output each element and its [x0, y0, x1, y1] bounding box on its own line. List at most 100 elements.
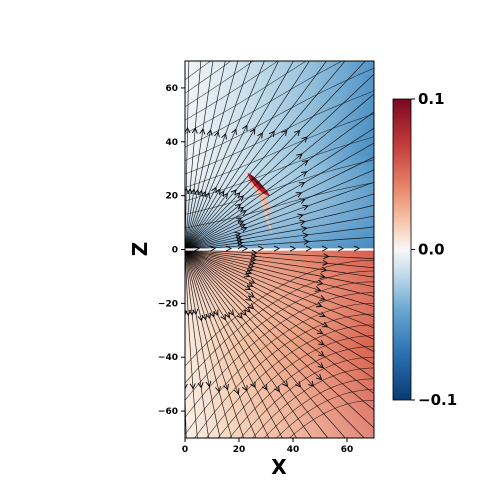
- streamline: [185, 236, 374, 250]
- streamline: [185, 249, 298, 438]
- streamline: [229, 346, 374, 438]
- streamline: [185, 181, 374, 250]
- streamlines: [185, 61, 374, 438]
- streamline: [185, 249, 283, 438]
- streamline-arrow: [191, 127, 198, 134]
- streamline-arrow: [257, 245, 264, 252]
- streamline: [185, 249, 198, 438]
- streamline-arrow: [245, 295, 252, 302]
- streamline-arrow: [174, 384, 179, 389]
- streamline-arrow: [289, 245, 296, 252]
- streamline-arrow: [323, 253, 330, 260]
- streamline-arrow: [197, 382, 204, 389]
- streamline: [185, 226, 374, 250]
- streamline-arrow: [273, 245, 280, 252]
- streamline: [185, 67, 374, 161]
- streamline: [185, 61, 214, 250]
- streamline: [185, 169, 374, 250]
- streamline-arrow: [240, 309, 247, 316]
- streamline-arrow: [316, 328, 324, 335]
- streamline-arrow: [321, 245, 328, 252]
- streamline-arrow: [220, 313, 226, 321]
- streamline: [185, 249, 374, 318]
- streamline-arrow: [225, 245, 232, 252]
- y-axis-ticks: −60 −40 −20 0 20 40 60: [158, 84, 185, 417]
- streamline-arrow: [244, 284, 252, 291]
- streamline-arrow: [243, 271, 251, 278]
- streamline: [185, 249, 329, 438]
- streamline: [185, 249, 270, 438]
- streamline-arrow: [242, 124, 248, 131]
- streamline: [185, 260, 374, 367]
- streamline-arrow: [274, 385, 280, 393]
- streamline-arrow: [212, 309, 219, 316]
- y-tick-label: 60: [165, 84, 178, 94]
- streamline: [185, 61, 310, 250]
- y-tick-label: −20: [158, 299, 178, 309]
- colorbar: 0.1 0.0 −0.1: [392, 90, 457, 409]
- streamline-arrow: [237, 195, 245, 202]
- streamline-arrow: [201, 313, 208, 321]
- streamline: [289, 400, 374, 438]
- streamline-arrow: [249, 128, 256, 135]
- streamline-arrow: [317, 362, 324, 369]
- streamline: [185, 61, 327, 250]
- streamline-arrow: [189, 383, 196, 390]
- streamline-arrow: [228, 309, 235, 316]
- streamline-arrow: [337, 245, 344, 252]
- streamline: [185, 61, 254, 108]
- colorbar-tick-label: −0.1: [418, 391, 457, 409]
- x-tick-label: 60: [341, 445, 354, 455]
- streamline: [185, 249, 374, 394]
- streamline-arrow: [205, 380, 212, 388]
- y-tick-label: −60: [158, 407, 178, 417]
- streamline: [217, 335, 374, 438]
- streamline: [185, 249, 221, 438]
- plot-area: [174, 61, 374, 438]
- streamline-arrow: [224, 311, 231, 319]
- streamline: [185, 61, 202, 250]
- streamline-arrow: [302, 204, 309, 211]
- streamline: [185, 249, 374, 269]
- streamline-arrow: [222, 192, 229, 200]
- streamline-arrow: [209, 311, 215, 318]
- streamline-arrow: [295, 192, 303, 198]
- streamline: [185, 303, 374, 436]
- streamline: [185, 249, 346, 438]
- streamline-arrow: [244, 306, 251, 313]
- streamline: [185, 249, 186, 255]
- streamline-arrow: [218, 190, 225, 197]
- streamline-arrow: [250, 381, 256, 389]
- streamline: [185, 61, 239, 250]
- streamline: [185, 73, 374, 250]
- streamline: [185, 204, 374, 250]
- y-tick-label: −40: [158, 353, 178, 363]
- y-tick-label: 40: [165, 138, 178, 148]
- streamline: [185, 249, 365, 438]
- streamline: [206, 324, 374, 438]
- streamline: [194, 313, 374, 438]
- streamline: [263, 378, 374, 438]
- streamline-arrow: [318, 339, 325, 346]
- streamline: [185, 249, 374, 307]
- streamline-arrow: [248, 291, 255, 298]
- streamline-arrow: [246, 281, 254, 287]
- streamline: [185, 90, 374, 175]
- y-tick-label: 20: [165, 192, 178, 202]
- streamline-arrow: [295, 381, 302, 388]
- streamline-arrow: [317, 279, 324, 286]
- streamline-arrow: [241, 245, 248, 252]
- streamline-arrow: [319, 311, 326, 317]
- streamline-arrow: [236, 312, 243, 319]
- streamline-arrow: [316, 374, 323, 381]
- streamline-arrow: [249, 278, 256, 284]
- streamline: [185, 215, 374, 250]
- streamline: [185, 61, 279, 121]
- streamline-arrow: [209, 245, 216, 252]
- streamline-arrow: [320, 266, 328, 273]
- streamline: [185, 127, 374, 250]
- streamline-arrow: [234, 192, 241, 199]
- streamline-arrow: [178, 311, 184, 316]
- streamline: [185, 182, 374, 229]
- streamline: [185, 61, 232, 94]
